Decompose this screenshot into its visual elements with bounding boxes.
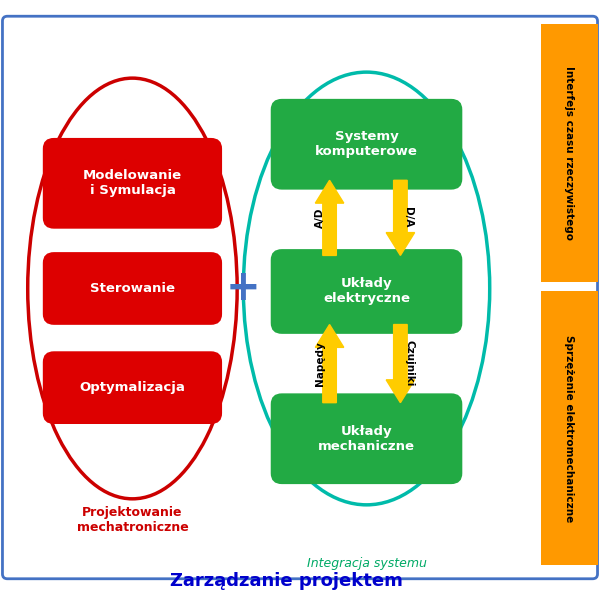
Text: Systemy
komputerowe: Systemy komputerowe	[315, 130, 418, 158]
Text: Zarządzanie projektem: Zarządzanie projektem	[170, 572, 403, 590]
FancyBboxPatch shape	[271, 249, 462, 334]
FancyBboxPatch shape	[271, 393, 462, 484]
Text: Interfejs czasu rzeczywistego: Interfejs czasu rzeczywistego	[564, 66, 574, 240]
FancyBboxPatch shape	[541, 291, 598, 565]
Text: Układy
mechaniczne: Układy mechaniczne	[318, 425, 415, 453]
Text: Sterowanie: Sterowanie	[90, 282, 175, 295]
FancyBboxPatch shape	[43, 138, 222, 229]
Text: Napędy: Napędy	[315, 341, 325, 386]
Text: Integracja systemu: Integracja systemu	[307, 557, 426, 570]
Text: D/A: D/A	[403, 207, 413, 228]
Ellipse shape	[243, 72, 490, 505]
FancyArrow shape	[315, 325, 344, 403]
Text: Układy
elektryczne: Układy elektryczne	[323, 278, 410, 305]
Text: Projektowanie
mechatroniczne: Projektowanie mechatroniczne	[76, 506, 188, 534]
FancyBboxPatch shape	[43, 252, 222, 325]
FancyArrow shape	[315, 180, 344, 255]
Text: Optymalizacja: Optymalizacja	[79, 381, 185, 394]
Text: Czujniki: Czujniki	[404, 340, 414, 387]
Text: Modelowanie
i Symulacja: Modelowanie i Symulacja	[83, 169, 182, 197]
Text: +: +	[226, 267, 261, 310]
Text: Sprzężenie elektromechaniczne: Sprzężenie elektromechaniczne	[564, 335, 574, 522]
Ellipse shape	[28, 78, 237, 499]
FancyBboxPatch shape	[43, 351, 222, 424]
FancyBboxPatch shape	[2, 16, 598, 579]
FancyArrow shape	[386, 180, 415, 255]
FancyBboxPatch shape	[271, 99, 462, 190]
Text: A/D: A/D	[315, 207, 325, 228]
FancyBboxPatch shape	[541, 24, 598, 282]
FancyArrow shape	[386, 325, 415, 403]
